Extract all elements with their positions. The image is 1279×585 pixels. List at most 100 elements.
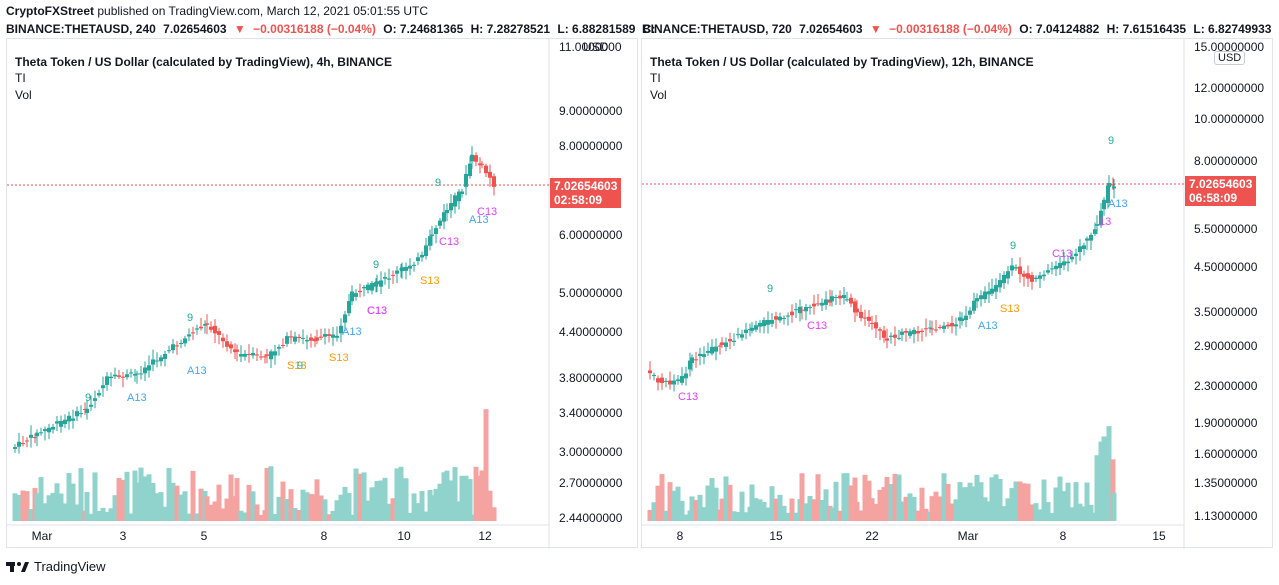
left-candle-body — [239, 354, 243, 357]
left-candle-body — [474, 155, 478, 162]
right-volume-bar — [967, 482, 973, 521]
left-symbol[interactable]: BINANCE:THETAUSD, 240 — [6, 22, 156, 36]
left-volume-bar — [104, 511, 110, 521]
right-volume-bar — [1098, 441, 1104, 521]
left-volume-bar — [100, 507, 106, 521]
left-volume-bar — [58, 493, 64, 521]
left-candle-body — [460, 191, 464, 194]
right-price-label: 1.90000000 — [1194, 416, 1258, 430]
right-chart-panel[interactable]: 15.00000000 12.00000000 10.00000000 8.00000… — [641, 38, 1274, 549]
right-volume-bar — [1033, 503, 1039, 521]
tradingview-footer[interactable]: TradingView — [6, 559, 106, 574]
left-time-axis[interactable]: Mar 3 5 8 10 12 — [32, 529, 492, 543]
left-change-arrow-icon: ▼ — [233, 22, 246, 36]
right-candle-body — [972, 300, 976, 311]
right-volume-bar — [1017, 481, 1023, 521]
right-candle-body — [1054, 265, 1058, 270]
left-candle-body — [29, 434, 33, 438]
left-candle-body — [43, 429, 47, 432]
right-candle-body — [1102, 199, 1106, 210]
right-candle-body — [904, 331, 908, 333]
publisher-name[interactable]: CryptoFXStreet — [6, 4, 95, 18]
right-candle-body — [1066, 261, 1070, 264]
right-volume-bar — [1049, 513, 1055, 521]
right-volume-bar — [869, 498, 875, 521]
right-price-label: 5.50000000 — [1194, 222, 1258, 236]
right-candle-body — [930, 328, 934, 330]
left-candle-body — [484, 165, 488, 174]
right-candle-body — [1042, 274, 1046, 277]
left-candle-body — [430, 234, 434, 237]
right-candle-body — [794, 309, 798, 311]
right-candle-body — [800, 309, 804, 311]
right-candle-body — [774, 316, 778, 320]
right-chart-canvas[interactable]: 15.00000000 12.00000000 10.00000000 8.00000… — [642, 39, 1274, 549]
left-candle-body — [33, 437, 37, 439]
left-high: H: 7.28278521 — [470, 22, 551, 36]
left-candle-body — [315, 337, 319, 341]
right-td-label: 9 — [767, 283, 773, 295]
left-volume-bar — [288, 489, 294, 521]
left-candle-body — [143, 367, 147, 374]
left-volume-bar — [124, 471, 130, 521]
right-volume-bar — [663, 510, 669, 521]
right-candles — [648, 175, 1116, 392]
right-volume-bar — [811, 499, 817, 521]
right-candle-body — [950, 323, 954, 327]
tradingview-brand: TradingView — [34, 559, 106, 574]
right-volume-bar — [997, 478, 1003, 521]
left-candle-body — [470, 154, 474, 162]
left-volume-bar — [394, 468, 400, 521]
left-time-label: 3 — [120, 529, 127, 543]
right-candle-body — [782, 317, 786, 319]
right-candle-body — [1082, 245, 1086, 250]
left-volume-bar — [437, 483, 443, 521]
left-candle-body — [374, 282, 378, 287]
right-volume-bar — [671, 490, 677, 521]
right-volume-bar — [877, 489, 883, 521]
left-chart-canvas[interactable]: 9.00000000 8.00000000 6.00000000 5.00000000… — [7, 39, 639, 549]
left-indicator-ti[interactable]: TI — [15, 71, 26, 85]
left-volume-bar — [456, 501, 462, 521]
right-volume-bar — [892, 473, 898, 521]
right-volume-bar — [1077, 503, 1083, 521]
right-candle-body — [758, 322, 762, 327]
right-indicator-vol[interactable]: Vol — [650, 88, 667, 102]
right-candle-body — [690, 357, 694, 364]
left-volume-bar — [178, 494, 184, 521]
right-symbol[interactable]: BINANCE:THETAUSD, 720 — [642, 22, 792, 36]
right-candle-body — [684, 373, 688, 379]
left-candle-body — [71, 418, 75, 421]
right-time-axis[interactable]: 8 15 22 Mar 8 15 — [677, 529, 1166, 543]
right-candle-body — [820, 302, 824, 306]
left-candle-body — [331, 334, 335, 338]
left-candle-body — [277, 346, 281, 349]
left-volume-bar — [467, 479, 473, 521]
right-indicator-ti[interactable]: TI — [650, 71, 661, 85]
right-currency-badge[interactable]: USD — [1214, 51, 1246, 65]
right-price-axis[interactable]: 15.00000000 12.00000000 10.00000000 8.00000… — [1194, 40, 1264, 523]
right-candle-body — [938, 327, 942, 329]
left-chart-panel[interactable]: 9.00000000 8.00000000 6.00000000 5.00000000… — [6, 38, 639, 549]
left-volume-bar — [483, 409, 489, 521]
left-td-label: 9 — [297, 360, 303, 372]
left-volume-bar — [92, 472, 98, 521]
right-volume-bar — [803, 503, 809, 521]
left-td-label: S13 — [329, 352, 349, 364]
left-candle-body — [229, 344, 233, 349]
right-candle-body — [702, 354, 706, 357]
left-volume-bar — [208, 504, 214, 521]
right-price-label: 2.90000000 — [1194, 339, 1258, 353]
right-volume-bar — [933, 491, 939, 521]
right-candle-body — [924, 328, 928, 330]
right-candle-body — [954, 324, 958, 327]
left-candle-body — [129, 372, 133, 374]
left-price-axis[interactable]: 9.00000000 8.00000000 6.00000000 5.00000000… — [559, 40, 623, 525]
right-volume-bar — [1025, 483, 1031, 521]
left-volume-bar — [128, 513, 134, 521]
left-volume-bar — [411, 493, 417, 521]
left-candle-body — [438, 220, 442, 226]
left-indicator-vol[interactable]: Vol — [15, 88, 32, 102]
left-candle-body — [209, 326, 213, 330]
left-volume-bar — [386, 503, 392, 521]
